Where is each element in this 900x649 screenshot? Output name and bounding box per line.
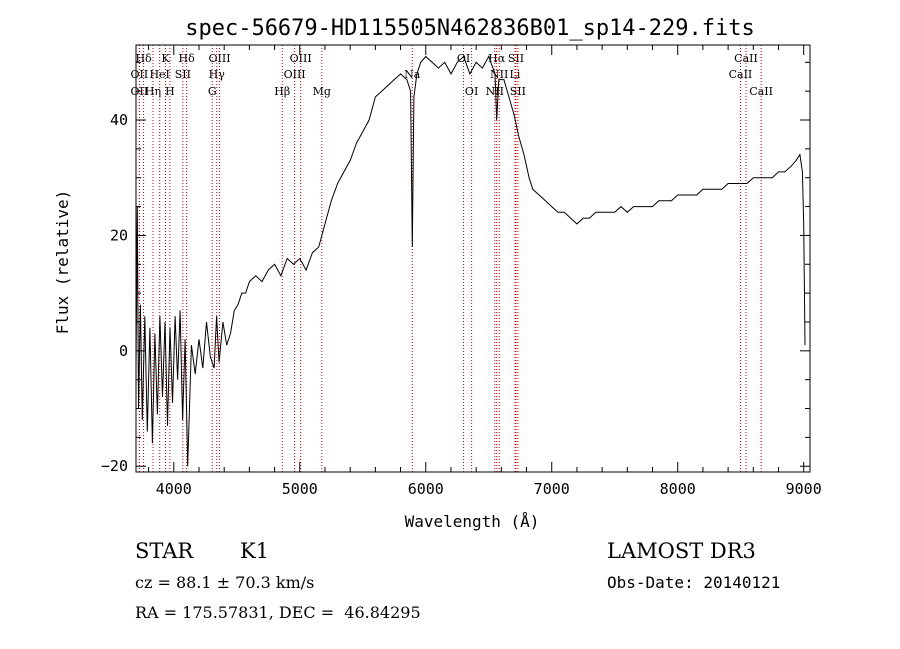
line-label: H: [165, 85, 175, 98]
line-label: OIII: [208, 52, 230, 65]
line-label: OII: [131, 68, 149, 81]
line-label: Mg: [313, 85, 331, 98]
survey-name: LAMOST DR3: [607, 539, 756, 563]
y-tick-label: 0: [119, 342, 128, 360]
spectrum-series: [135, 55, 806, 467]
line-label: SII: [175, 68, 191, 81]
x-tick-label: 5000: [282, 480, 318, 498]
line-label: Hη: [145, 85, 161, 98]
line-label: CaII: [749, 85, 773, 98]
spectrum-plot: spec-56679-HD115505N462836B01_sp14-229.f…: [53, 16, 822, 531]
line-label: SII: [510, 85, 526, 98]
line-label: NII: [486, 85, 504, 98]
line-label: G: [208, 85, 217, 98]
line-label: CaII: [729, 68, 753, 81]
line-label: OIII: [284, 68, 306, 81]
line-label: CaII: [734, 52, 758, 65]
x-tick-label: 7000: [534, 480, 570, 498]
line-label: OIII: [290, 52, 312, 65]
axes: 4000 5000 6000 7000 8000 9000 −20 0 20 40: [101, 44, 822, 498]
line-label: Hα: [488, 52, 506, 65]
line-label: K: [161, 52, 170, 65]
y-tick-label: −20: [101, 457, 128, 475]
line-label: OI: [465, 85, 478, 98]
line-label: SII: [508, 52, 524, 65]
line-label: Hβ: [274, 85, 290, 98]
object-class: STAR: [135, 539, 194, 563]
object-subclass: K1: [240, 539, 270, 563]
x-tick-label: 8000: [660, 480, 696, 498]
line-label: OI: [457, 52, 470, 65]
x-tick-label: 6000: [408, 480, 444, 498]
line-label: HeI: [149, 68, 169, 81]
x-tick-label: 9000: [786, 480, 822, 498]
ra-dec-coords: RA = 175.57831, DEC = 46.84295: [135, 603, 421, 622]
line-label: NII: [490, 68, 508, 81]
plot-frame: [135, 44, 811, 473]
line-label: Hδ: [135, 52, 152, 65]
obs-date: Obs-Date: 20140121: [607, 573, 781, 592]
line-label: Hγ: [209, 68, 226, 81]
x-axis-label: Wavelength (Å): [405, 512, 540, 531]
redshift-cz: cz = 88.1 ± 70.3 km/s: [135, 573, 315, 592]
chart-title: spec-56679-HD115505N462836B01_sp14-229.f…: [185, 16, 755, 41]
y-axis-label: Flux (relative): [53, 190, 72, 335]
line-label: Hδ: [179, 52, 196, 65]
y-tick-label: 20: [110, 226, 128, 244]
x-tick-label: 4000: [156, 480, 192, 498]
spectrum-line: [135, 55, 806, 467]
y-tick-label: 40: [110, 111, 128, 129]
line-label: Li: [510, 68, 521, 81]
